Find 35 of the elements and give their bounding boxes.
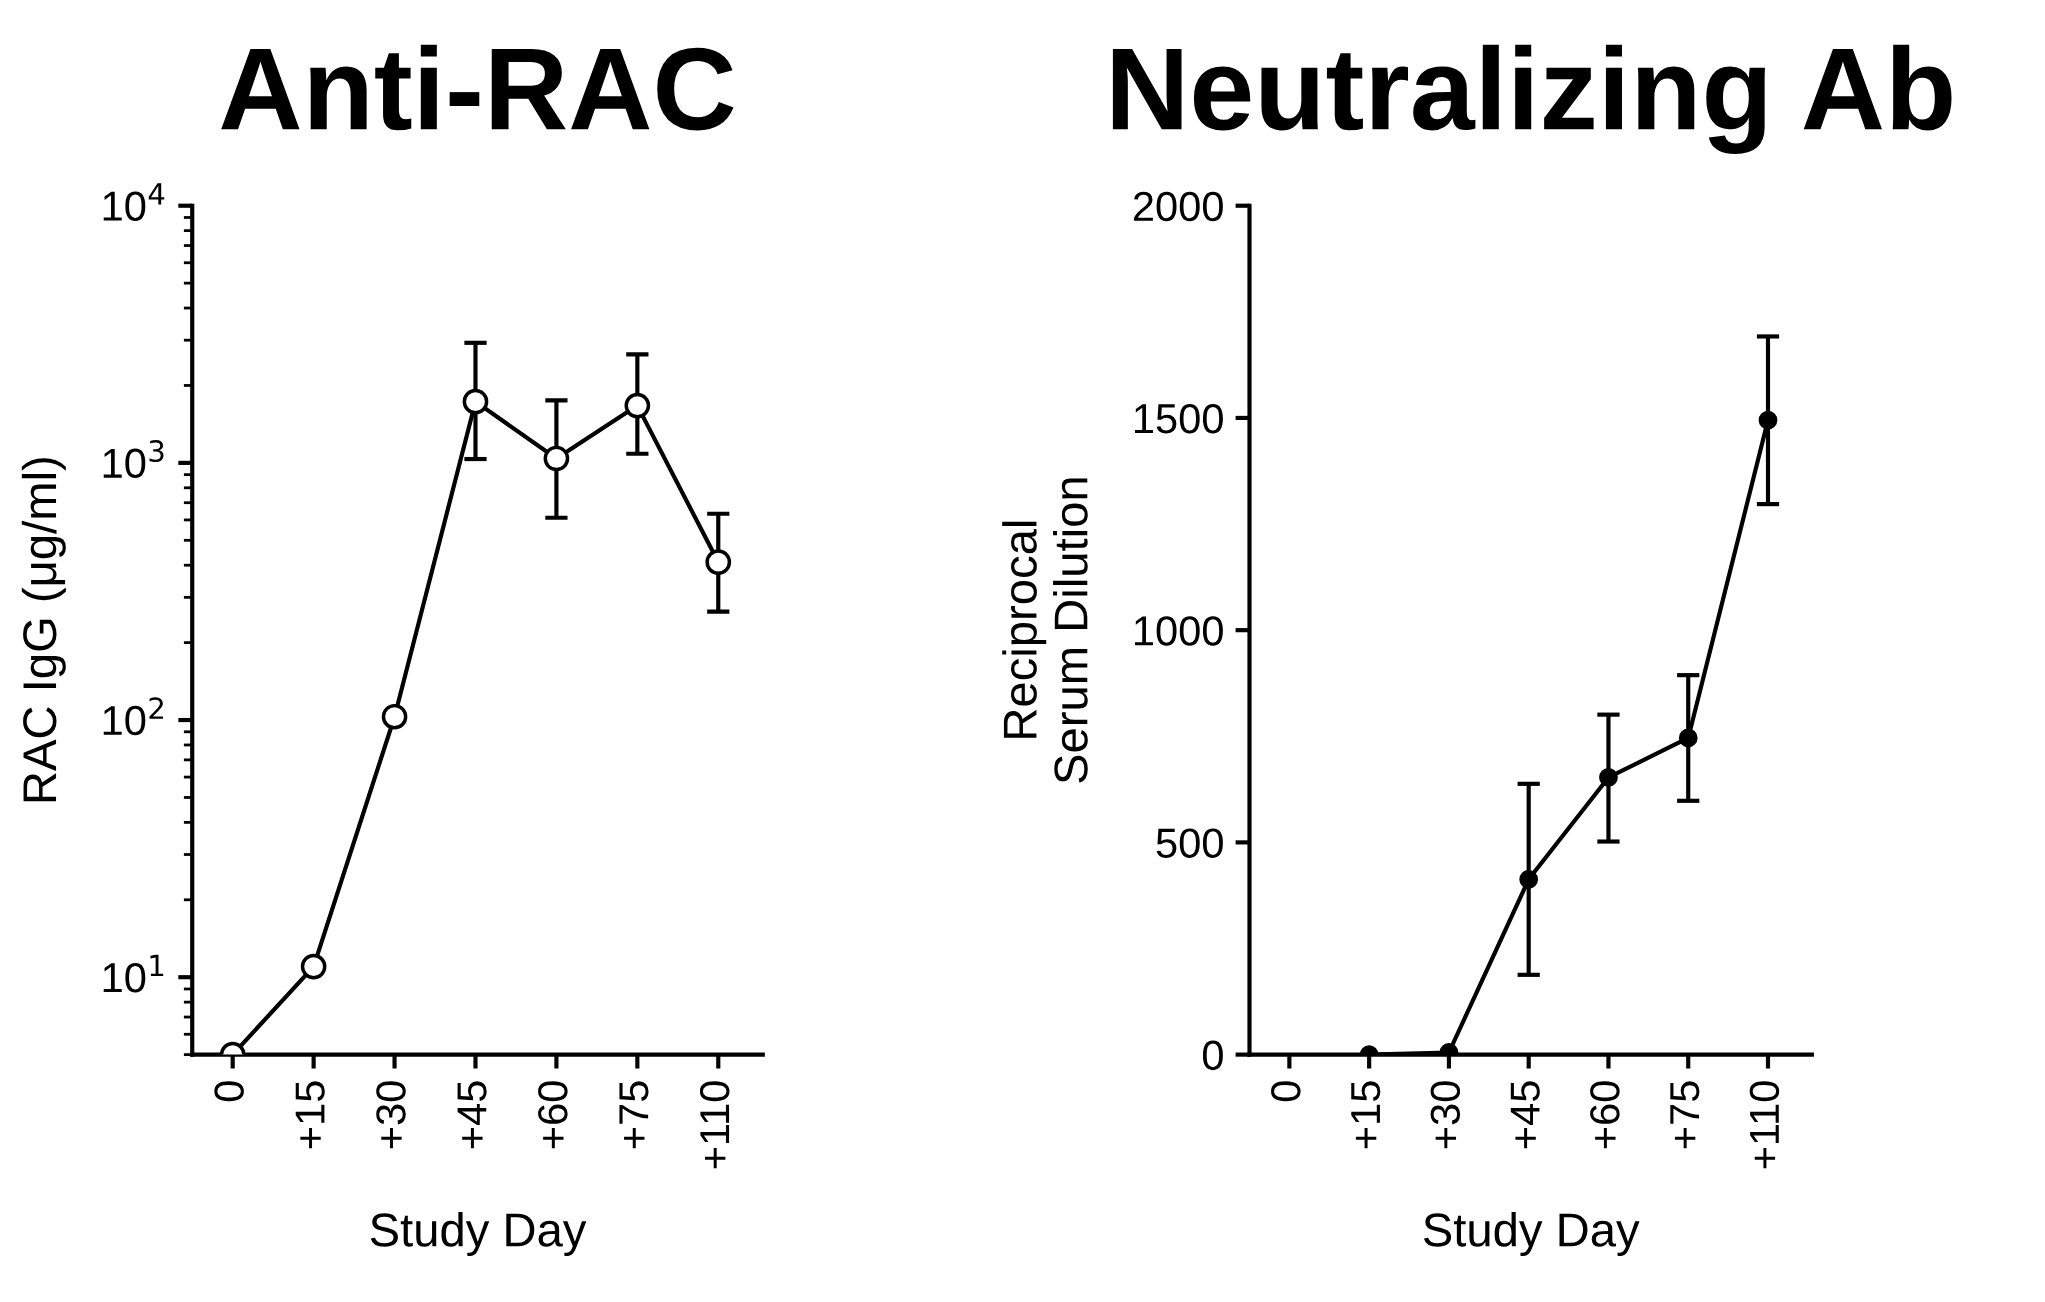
x-tick-label: +45 [457,1081,487,1149]
y-tick-label: 500 [1156,828,1223,858]
x-tick-label: +30 [1430,1081,1461,1149]
x-tick-label: 0 [1271,1081,1301,1102]
x-tick-label: 0 [214,1081,244,1102]
y-tick-label: 0 [1202,1040,1223,1071]
point [300,953,327,980]
y-tick-label: 10$^{2}$ [103,697,163,736]
x-tick-label: +15 [295,1081,325,1149]
x-tick-label: +45 [1510,1081,1540,1149]
x-tick-label: +75 [1670,1081,1700,1149]
point [624,392,651,419]
x-tick-label: +30 [376,1081,406,1149]
y-tick-label: 1000 [1134,616,1223,646]
y-tick-label: 2000 [1133,191,1223,222]
point [462,388,489,415]
x-tick-label: +60 [538,1081,568,1149]
x-axis-title: Study Day [1423,1212,1640,1257]
y-tick-label: 10$^{3}$ [103,440,164,479]
x-tick-label: +75 [619,1081,649,1149]
point [705,549,732,576]
y-axis-title: RAC IgG (μg/ml) [21,458,66,802]
y-axis-title: Reciprocal Serum Dilution [1002,478,1088,783]
x-axis-title: Study Day [370,1212,587,1257]
x-tick-label: +110 [699,1081,730,1169]
chart-title: Anti-RAC [221,44,734,131]
chart-title: Neutralizing Ab [1112,44,1952,155]
point [543,445,570,472]
point [381,703,408,730]
x-tick-label: +60 [1590,1081,1620,1149]
x-tick-label: +15 [1351,1081,1381,1149]
y-tick-label: 10$^{4}$ [103,183,165,221]
x-tick-label: +110 [1749,1081,1780,1169]
y-tick-label: 10$^{1}$ [103,954,164,993]
y-tick-label: 1500 [1134,403,1223,434]
